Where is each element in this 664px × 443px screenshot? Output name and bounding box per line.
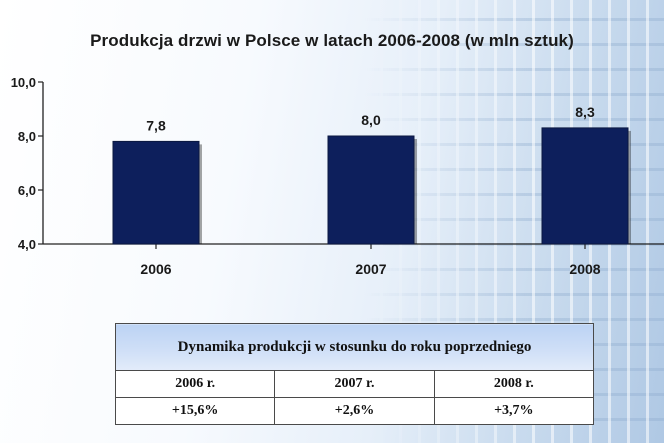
bar-2006 xyxy=(112,140,200,245)
category-label-2006: 2006 xyxy=(140,261,171,277)
data-label-2007: 8,0 xyxy=(361,112,381,128)
table-year-2008: 2008 r. xyxy=(433,370,595,398)
table-change-2007: +2,6% xyxy=(274,397,435,425)
y-tick-label: 4,0 xyxy=(18,237,36,252)
bar-2008 xyxy=(541,127,629,245)
category-label-2007: 2007 xyxy=(355,261,386,277)
table-year-2006: 2006 r. xyxy=(114,370,276,398)
y-tick-label: 8,0 xyxy=(18,129,36,144)
y-tick-label: 10,0 xyxy=(11,75,36,90)
chart-title: Produkcja drzwi w Polsce w latach 2006-2… xyxy=(90,31,574,50)
table-year-2007: 2007 r. xyxy=(274,370,435,398)
category-label-2008: 2008 xyxy=(569,261,600,277)
table-change-2006: +15,6% xyxy=(114,397,276,425)
dynamics-table: Dynamika produkcji w stosunku do roku po… xyxy=(114,323,595,425)
y-tick-label: 6,0 xyxy=(18,183,36,198)
table-header: Dynamika produkcji w stosunku do roku po… xyxy=(115,323,594,371)
table-change-2008: +3,7% xyxy=(433,397,595,425)
bar-chart: 4,0 6,0 8,0 10,0 7,8 2006 8,0 2007 8,3 2008 xyxy=(11,75,664,277)
data-label-2008: 8,3 xyxy=(575,104,595,120)
data-label-2006: 7,8 xyxy=(146,117,166,133)
bar-2007 xyxy=(327,135,415,245)
